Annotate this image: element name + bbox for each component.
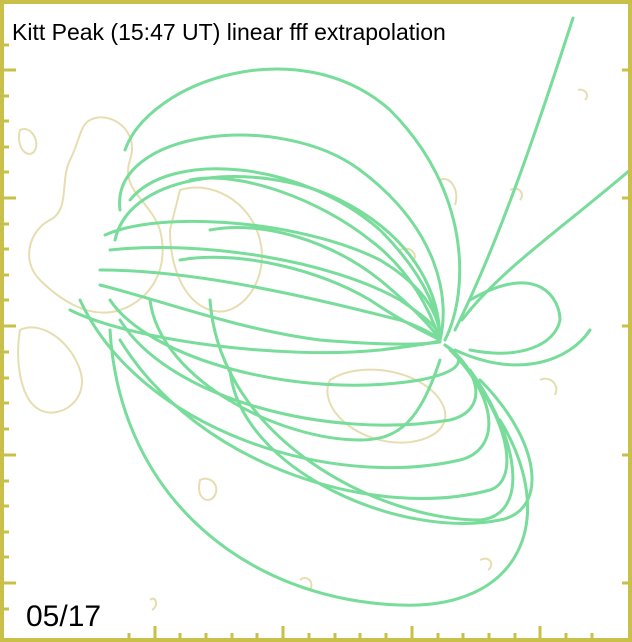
view-title: Kitt Peak (15:47 UT) linear fff extrapol… <box>12 19 446 45</box>
field-line <box>128 167 442 342</box>
field-line <box>123 67 462 342</box>
field-line <box>108 245 442 342</box>
field-line <box>178 255 442 342</box>
contour <box>168 186 263 313</box>
contour <box>17 326 83 414</box>
field-line <box>98 283 442 346</box>
magnetogram-contours <box>17 88 588 611</box>
contour <box>149 597 158 611</box>
field-line <box>208 298 515 522</box>
field-line <box>453 16 575 332</box>
field-lines <box>68 16 632 607</box>
field-line <box>108 298 461 387</box>
contour <box>509 187 523 201</box>
field-line <box>118 133 445 342</box>
field-line <box>188 176 442 342</box>
field-line <box>78 298 491 470</box>
contour <box>326 368 447 444</box>
contour <box>198 477 218 501</box>
contour <box>539 377 558 396</box>
date-label: 05/17 <box>26 600 101 633</box>
field-line <box>228 368 534 525</box>
left-ticks <box>2 43 16 611</box>
field-line <box>208 226 442 342</box>
field-line <box>103 219 442 342</box>
field-line <box>453 328 592 367</box>
field-line <box>460 168 632 322</box>
contour <box>439 178 458 206</box>
field-line <box>98 268 442 342</box>
contour <box>577 88 588 101</box>
contour <box>18 128 38 155</box>
field-line <box>108 328 530 607</box>
contour <box>479 557 493 571</box>
field-line <box>148 298 442 442</box>
bottom-ticks <box>127 626 594 640</box>
contour <box>28 116 164 314</box>
field-line <box>118 338 509 500</box>
contour <box>299 577 313 591</box>
right-ticks <box>622 68 630 585</box>
field-line <box>468 281 562 355</box>
